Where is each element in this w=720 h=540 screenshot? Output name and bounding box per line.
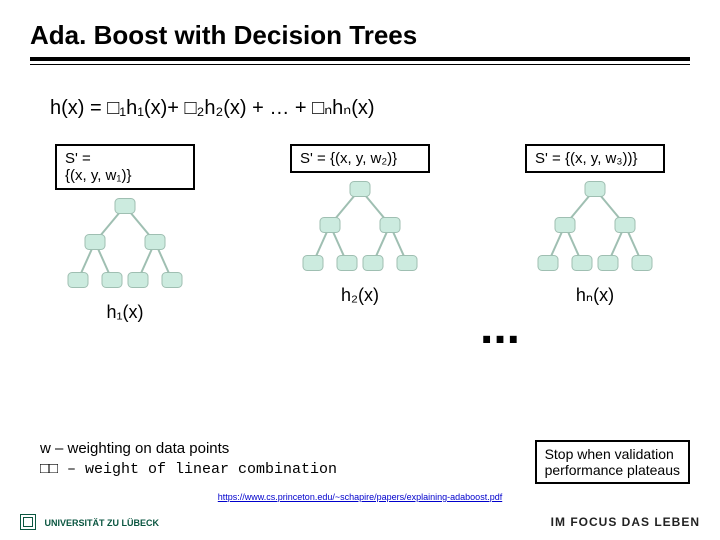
footer-left: UNIVERSITÄT ZU LÜBECK — [20, 513, 159, 531]
tree-label-3: hₙ(x) — [576, 285, 614, 306]
footer-right-text: IM FOCUS DAS LEBEN — [551, 515, 700, 529]
title-underline — [30, 57, 690, 65]
tree-diagram-2 — [295, 177, 425, 277]
tree-block-2: S' = {(x, y, w₂)} h₂(x) — [275, 144, 445, 306]
tree-diagram-1 — [60, 194, 190, 294]
tree-label-2: h₂(x) — [341, 285, 379, 306]
weighting-notes: w – weighting on data points □□ – weight… — [40, 438, 337, 480]
trees-row: S' = {(x, y, w₁)} h₁(x) S' = {(x, y, w₂)… — [40, 144, 680, 323]
tree-label-1: h₁(x) — [106, 302, 143, 323]
ellipsis: ... — [480, 300, 520, 355]
s-box-1: S' = {(x, y, w₁)} — [55, 144, 195, 190]
tree-diagram-3 — [530, 177, 660, 277]
s-box-2: S' = {(x, y, w₂)} — [290, 144, 430, 173]
notes-line-1: w – weighting on data points — [40, 438, 337, 459]
reference-link[interactable]: https://www.cs.princeton.edu/~schapire/p… — [218, 492, 502, 502]
s-box-3: S' = {(x, y, w₃))} — [525, 144, 665, 173]
main-formula: h(x) = □₁h₁(x)+ □₂h₂(x) + … + □ₙhₙ(x) — [50, 95, 690, 120]
footer-left-text: UNIVERSITÄT ZU LÜBECK — [44, 518, 159, 528]
page-title: Ada. Boost with Decision Trees — [30, 20, 690, 51]
stop-box: Stop when validation performance plateau… — [535, 440, 690, 484]
footer: UNIVERSITÄT ZU LÜBECK IM FOCUS DAS LEBEN — [0, 504, 720, 540]
notes-line-2: □□ – weight of linear combination — [40, 459, 337, 480]
university-logo-icon — [20, 514, 36, 530]
tree-block-3: S' = {(x, y, w₃))} hₙ(x) — [510, 144, 680, 306]
tree-block-1: S' = {(x, y, w₁)} h₁(x) — [40, 144, 210, 323]
